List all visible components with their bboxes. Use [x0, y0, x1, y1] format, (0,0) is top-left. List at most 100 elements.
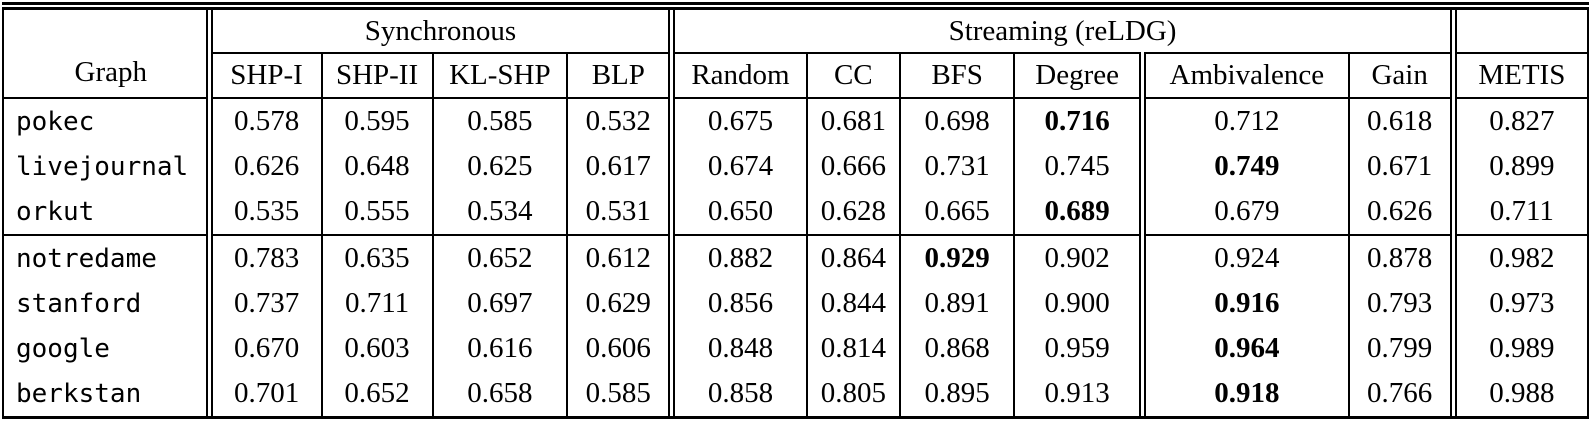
value-cell: 0.671 [1347, 144, 1454, 189]
column-header-degree: Degree [1013, 53, 1143, 99]
value-cell: 0.973 [1449, 281, 1588, 326]
value-cell: 0.670 [205, 326, 322, 371]
value-cell: 0.625 [431, 144, 568, 189]
value-cell: 0.858 [668, 371, 807, 421]
value-cell: 0.959 [1013, 326, 1143, 371]
value-cell: 0.531 [566, 189, 672, 236]
value-cell: 0.882 [668, 235, 807, 281]
value-cell: 0.900 [1013, 281, 1143, 326]
value-cell: 0.899 [1449, 144, 1588, 189]
value-cell: 0.737 [205, 281, 322, 326]
value-cell: 0.652 [320, 371, 433, 421]
value-cell: 0.766 [1347, 371, 1454, 421]
value-cell: 0.635 [320, 235, 433, 281]
group-header-streaming-reldg: Streaming (reLDG) [668, 6, 1454, 54]
row-label: pokec [1, 98, 210, 144]
column-header-cc: CC [805, 53, 901, 99]
value-cell: 0.745 [1013, 144, 1143, 189]
value-cell: 0.716 [1013, 98, 1143, 144]
value-cell: 0.689 [1013, 189, 1143, 236]
column-header-gain: Gain [1347, 53, 1454, 99]
value-cell: 0.827 [1449, 98, 1588, 144]
group-header-synchronous: Synchronous [205, 6, 672, 54]
value-cell: 0.679 [1139, 189, 1349, 236]
table-row-google: google 0.670 0.603 0.616 0.606 0.848 0.8… [1, 326, 1588, 371]
row-label: google [1, 326, 210, 371]
value-cell: 0.665 [899, 189, 1015, 236]
table-row-orkut: orkut 0.535 0.555 0.534 0.531 0.650 0.62… [1, 189, 1588, 236]
value-cell: 0.617 [566, 144, 672, 189]
value-cell: 0.929 [899, 235, 1015, 281]
value-cell: 0.731 [899, 144, 1015, 189]
table-row-berkstan: berkstan 0.701 0.652 0.658 0.585 0.858 0… [1, 371, 1588, 421]
value-cell: 0.532 [566, 98, 672, 144]
value-cell: 0.856 [668, 281, 807, 326]
value-cell: 0.878 [1347, 235, 1454, 281]
value-cell: 0.595 [320, 98, 433, 144]
value-cell: 0.675 [668, 98, 807, 144]
value-cell: 0.681 [805, 98, 901, 144]
value-cell: 0.711 [1449, 189, 1588, 236]
value-cell: 0.902 [1013, 235, 1143, 281]
row-label: stanford [1, 281, 210, 326]
value-cell: 0.606 [566, 326, 672, 371]
value-cell: 0.793 [1347, 281, 1454, 326]
value-cell: 0.658 [431, 371, 568, 421]
row-label: notredame [1, 235, 210, 281]
column-header-kl-shp: KL-SHP [431, 53, 568, 99]
value-cell: 0.585 [431, 98, 568, 144]
value-cell: 0.712 [1139, 98, 1349, 144]
value-cell: 0.534 [431, 189, 568, 236]
value-cell: 0.585 [566, 371, 672, 421]
value-cell: 0.701 [205, 371, 322, 421]
value-cell: 0.666 [805, 144, 901, 189]
value-cell: 0.783 [205, 235, 322, 281]
value-cell: 0.578 [205, 98, 322, 144]
group-header-metis-spacer [1449, 6, 1588, 54]
table-row-stanford: stanford 0.737 0.711 0.697 0.629 0.856 0… [1, 281, 1588, 326]
column-header-ambivalence: Ambivalence [1139, 53, 1349, 99]
value-cell: 0.603 [320, 326, 433, 371]
value-cell: 0.555 [320, 189, 433, 236]
value-cell: 0.891 [899, 281, 1015, 326]
value-cell: 0.626 [1347, 189, 1454, 236]
value-cell: 0.913 [1013, 371, 1143, 421]
value-cell: 0.989 [1449, 326, 1588, 371]
value-cell: 0.895 [899, 371, 1015, 421]
value-cell: 0.814 [805, 326, 901, 371]
value-cell: 0.982 [1449, 235, 1588, 281]
column-header-shp-i: SHP-I [205, 53, 322, 99]
value-cell: 0.652 [431, 235, 568, 281]
value-cell: 0.844 [805, 281, 901, 326]
value-cell: 0.650 [668, 189, 807, 236]
value-cell: 0.924 [1139, 235, 1349, 281]
table-row-livejournal: livejournal 0.626 0.648 0.625 0.617 0.67… [1, 144, 1588, 189]
table-row-notredame: notredame 0.783 0.635 0.652 0.612 0.882 … [1, 235, 1588, 281]
value-cell: 0.698 [899, 98, 1015, 144]
value-cell: 0.848 [668, 326, 807, 371]
value-cell: 0.618 [1347, 98, 1454, 144]
column-header-random: Random [668, 53, 807, 99]
value-cell: 0.711 [320, 281, 433, 326]
row-label: berkstan [1, 371, 210, 421]
value-cell: 0.964 [1139, 326, 1349, 371]
value-cell: 0.799 [1347, 326, 1454, 371]
column-header-row: SHP-I SHP-II KL-SHP BLP Random CC BFS De… [3, 53, 1588, 99]
value-cell: 0.612 [566, 235, 672, 281]
value-cell: 0.697 [431, 281, 568, 326]
row-label: orkut [1, 189, 210, 236]
value-cell: 0.616 [431, 326, 568, 371]
table-row-pokec: pokec 0.578 0.595 0.585 0.532 0.675 0.68… [1, 98, 1588, 144]
row-label: livejournal [1, 144, 210, 189]
value-cell: 0.629 [566, 281, 672, 326]
column-header-blp: BLP [566, 53, 672, 99]
value-cell: 0.916 [1139, 281, 1349, 326]
group-header-row: Graph Synchronous Streaming (reLDG) [1, 6, 1588, 99]
value-cell: 0.864 [805, 235, 901, 281]
value-cell: 0.868 [899, 326, 1015, 371]
value-cell: 0.648 [320, 144, 433, 189]
value-cell: 0.626 [205, 144, 322, 189]
column-header-metis: METIS [1449, 53, 1588, 99]
